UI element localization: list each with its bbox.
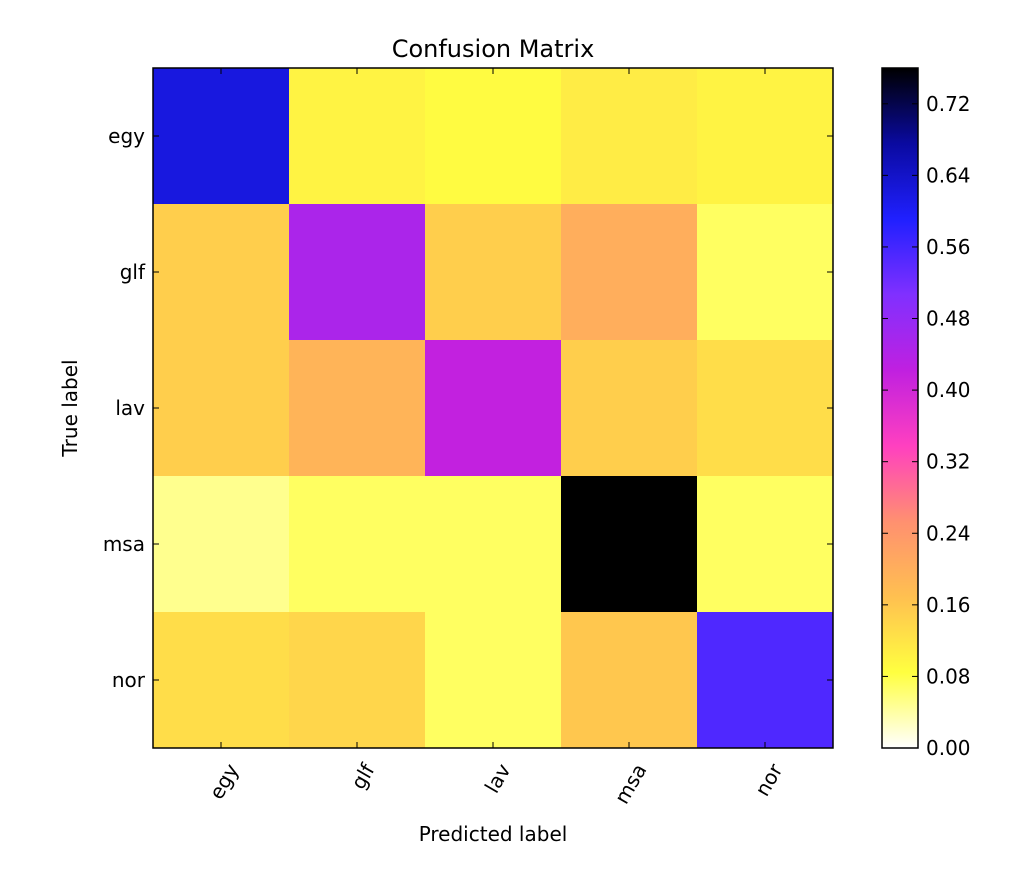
- y-tick-label: glf: [120, 260, 146, 284]
- heatmap-cell-glf-glf: [289, 204, 426, 341]
- heatmap-cell-nor-egy: [153, 612, 290, 749]
- colorbar-tick-label: 0.72: [926, 92, 971, 116]
- y-tick-label: msa: [103, 532, 145, 556]
- x-tick-label: msa: [610, 760, 652, 809]
- colorbar-tick-label: 0.24: [926, 521, 971, 545]
- colorbar-tick-label: 0.16: [926, 593, 971, 617]
- heatmap-cells: [153, 68, 834, 749]
- heatmap-cell-nor-nor: [697, 612, 834, 749]
- heatmap-cell-lav-lav: [425, 340, 562, 477]
- heatmap-cell-lav-egy: [153, 340, 290, 477]
- heatmap-cell-msa-egy: [153, 476, 290, 613]
- heatmap-cell-lav-nor: [697, 340, 834, 477]
- heatmap-cell-msa-glf: [289, 476, 426, 613]
- heatmap-cell-lav-glf: [289, 340, 426, 477]
- y-tick-label: lav: [115, 396, 145, 420]
- axis-ticks: [153, 68, 833, 748]
- x-tick-label: glf: [346, 759, 380, 794]
- colorbar-tick-label: 0.48: [926, 307, 971, 331]
- heatmap-cell-lav-msa: [561, 340, 698, 477]
- heatmap-cell-egy-msa: [561, 68, 698, 205]
- heatmap-cell-egy-lav: [425, 68, 562, 205]
- heatmap-cell-glf-lav: [425, 204, 562, 341]
- colorbar-tick-label: 0.56: [926, 235, 971, 259]
- heatmap-cell-egy-nor: [697, 68, 834, 205]
- chart-title: Confusion Matrix: [392, 35, 595, 63]
- y-tick-label: egy: [108, 124, 145, 148]
- heatmap-cell-nor-glf: [289, 612, 426, 749]
- heatmap-cell-glf-msa: [561, 204, 698, 341]
- y-axis-label: True label: [58, 359, 82, 457]
- heatmap-cell-msa-nor: [697, 476, 834, 613]
- x-tick-labels: egy glf lav msa nor: [204, 759, 788, 808]
- heatmap-cell-nor-msa: [561, 612, 698, 749]
- heatmap-cell-nor-lav: [425, 612, 562, 749]
- heatmap-cell-egy-egy: [153, 68, 290, 205]
- y-tick-labels: egy glf lav msa nor: [103, 124, 146, 692]
- colorbar-tick-label: 0.64: [926, 163, 971, 187]
- heatmap-cell-egy-glf: [289, 68, 426, 205]
- heatmap-cell-msa-msa: [561, 476, 698, 613]
- colorbar-tick-label: 0.40: [926, 378, 971, 402]
- colorbar-tick-label: 0.00: [926, 736, 971, 760]
- colorbar: [881, 67, 919, 749]
- heatmap-cell-glf-nor: [697, 204, 834, 341]
- y-tick-label: nor: [112, 668, 146, 692]
- colorbar-tick-label: 0.32: [926, 450, 971, 474]
- heatmap-cell-glf-egy: [153, 204, 290, 341]
- colorbar-tick-label: 0.08: [926, 664, 971, 688]
- heatmap-cell-msa-lav: [425, 476, 562, 613]
- x-tick-label: egy: [204, 759, 243, 803]
- x-axis-label: Predicted label: [419, 822, 568, 846]
- x-tick-label: lav: [480, 759, 516, 797]
- x-tick-label: nor: [750, 759, 788, 800]
- colorbar-ticks: 0.00 0.08 0.16 0.24 0.32 0.40 0.48 0.56 0.64 0.72: [882, 92, 971, 760]
